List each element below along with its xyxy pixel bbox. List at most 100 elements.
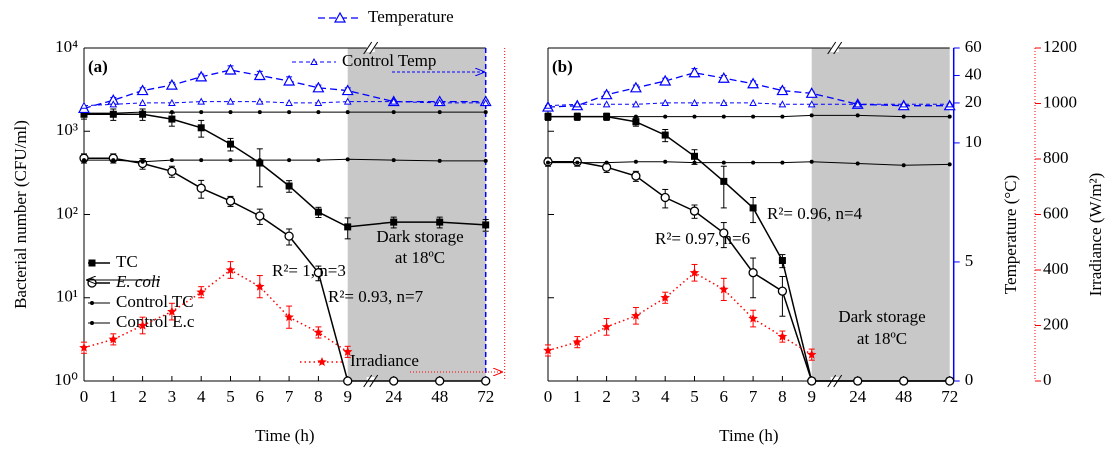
marker: [437, 158, 442, 163]
y3-tick-label: 600: [1043, 203, 1069, 222]
marker: [437, 110, 442, 115]
marker: [88, 259, 96, 267]
marker: [253, 69, 266, 81]
marker: [255, 211, 265, 221]
y3-tick-label: 1000: [1043, 92, 1077, 111]
marker: [631, 171, 641, 181]
marker: [255, 281, 265, 291]
marker: [257, 110, 262, 115]
x-tick-label: 72: [477, 387, 494, 406]
annotation: R²= 0.96, n=4: [767, 204, 863, 223]
marker: [807, 376, 817, 386]
marker: [572, 337, 583, 347]
marker: [721, 160, 726, 165]
y-tick-label: 10¹: [56, 287, 78, 306]
marker: [947, 162, 952, 167]
x-tick-label: 3: [632, 387, 641, 406]
y-tick-label: 10³: [56, 120, 78, 139]
marker: [317, 357, 327, 366]
marker: [806, 349, 817, 359]
marker: [659, 74, 672, 86]
error-bar: [779, 275, 786, 317]
x-tick-label: 2: [602, 387, 611, 406]
y3-tick-label: 200: [1043, 314, 1069, 333]
y2-tick-label: 20: [965, 92, 982, 111]
marker: [197, 97, 206, 105]
marker: [663, 114, 668, 119]
marker: [809, 159, 814, 164]
marker: [481, 98, 490, 106]
marker: [660, 192, 670, 203]
marker: [748, 313, 758, 323]
marker: [287, 110, 292, 115]
marker: [313, 268, 324, 278]
marker: [661, 98, 670, 106]
dark-region: [811, 48, 950, 381]
marker: [225, 196, 236, 206]
x-tick-label: 9: [807, 387, 816, 406]
marker: [901, 114, 906, 119]
x-tick-label: 6: [256, 387, 265, 406]
marker: [284, 231, 294, 241]
legend-label: E. coli: [115, 272, 161, 291]
marker: [342, 346, 353, 356]
y3-tick-label: 0: [1043, 370, 1052, 389]
marker: [777, 286, 788, 296]
marker: [197, 124, 205, 132]
x-tick-label: 4: [197, 387, 206, 406]
annotation: R²= 1, n=3: [272, 261, 346, 280]
annotation: at 18ºC: [857, 329, 907, 348]
marker: [604, 114, 609, 119]
annotation: Dark storage: [376, 227, 463, 246]
marker: [604, 160, 609, 165]
x-tick-label: 7: [285, 387, 294, 406]
marker: [689, 206, 700, 216]
marker: [435, 376, 445, 386]
y2-tick-label: 40: [965, 64, 982, 83]
marker: [79, 342, 89, 352]
marker: [691, 152, 698, 160]
error-bar: [256, 148, 263, 188]
marker: [287, 158, 292, 163]
marker: [344, 223, 352, 231]
marker: [663, 159, 668, 164]
marker: [855, 113, 860, 118]
marker: [633, 159, 638, 164]
marker: [481, 376, 491, 386]
marker: [809, 113, 814, 118]
marker: [947, 114, 952, 119]
y3-tick-label: 1200: [1043, 37, 1077, 56]
marker: [573, 100, 582, 108]
y3-tick-label: 400: [1043, 259, 1069, 278]
marker: [195, 70, 208, 82]
y3-tick-label: 800: [1043, 148, 1069, 167]
marker: [776, 84, 789, 96]
marker: [139, 110, 147, 118]
marker: [717, 71, 730, 83]
x-tick-label: 2: [138, 387, 147, 406]
x-tick-label: 8: [314, 387, 323, 406]
axis-break: [827, 41, 837, 55]
marker: [199, 110, 204, 115]
marker: [314, 208, 322, 216]
panel-label: (b): [552, 57, 573, 76]
marker: [945, 376, 955, 386]
marker: [345, 157, 350, 162]
legend-label: Temperature: [368, 7, 454, 26]
marker: [633, 114, 638, 119]
panel-label: (a): [88, 57, 108, 76]
marker: [899, 376, 909, 386]
marker: [343, 97, 352, 105]
x-tick-label: 0: [544, 387, 553, 406]
marker: [600, 88, 613, 100]
marker: [169, 158, 174, 163]
marker: [631, 310, 641, 320]
marker: [660, 292, 670, 302]
marker: [310, 57, 318, 65]
marker: [82, 158, 86, 163]
marker: [80, 101, 88, 109]
marker: [749, 98, 757, 106]
x-tick-label: 0: [80, 387, 89, 406]
axis-break-gap: [830, 44, 839, 52]
